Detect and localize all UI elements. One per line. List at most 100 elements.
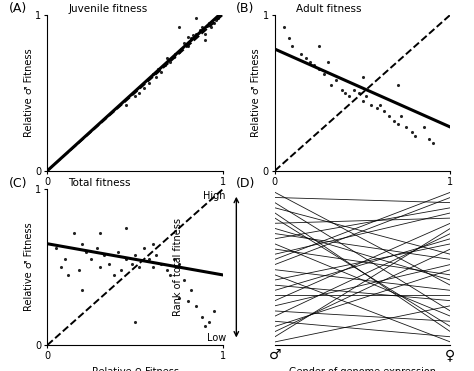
Point	[181, 40, 188, 46]
Point	[152, 74, 160, 80]
Point	[341, 90, 349, 96]
Point	[131, 252, 139, 257]
Point	[210, 308, 218, 314]
Point	[210, 20, 218, 26]
Point	[196, 27, 204, 33]
Point	[79, 241, 86, 247]
Point	[214, 15, 221, 21]
Point	[394, 82, 401, 88]
Point	[64, 272, 72, 278]
Point	[411, 134, 419, 139]
Point	[96, 230, 104, 236]
Point	[303, 56, 310, 62]
Point	[154, 66, 162, 72]
X-axis label: Gender of genome expression: Gender of genome expression	[289, 367, 436, 371]
Point	[75, 267, 83, 273]
Point	[315, 66, 322, 72]
Point	[187, 35, 195, 41]
Point	[79, 288, 86, 293]
Point	[205, 20, 212, 26]
Point	[163, 267, 171, 273]
Point	[350, 87, 357, 93]
Text: (B): (B)	[237, 2, 255, 15]
Point	[87, 256, 95, 262]
Point	[163, 56, 171, 62]
Point	[426, 137, 433, 142]
Point	[207, 24, 214, 30]
Point	[297, 51, 305, 57]
Point	[192, 15, 200, 21]
Point	[117, 267, 125, 273]
Point	[367, 102, 375, 108]
Point	[172, 51, 179, 57]
Point	[157, 69, 165, 75]
Point	[289, 43, 296, 49]
Point	[192, 30, 200, 36]
Point	[166, 272, 174, 278]
Point	[131, 319, 139, 325]
Point	[149, 241, 156, 247]
Point	[58, 264, 65, 270]
Point	[201, 37, 209, 43]
Text: (D): (D)	[237, 177, 255, 190]
X-axis label: Relative ♀ Fitness: Relative ♀ Fitness	[91, 367, 179, 371]
Point	[362, 93, 370, 99]
Point	[324, 59, 331, 65]
Point	[170, 256, 177, 262]
Point	[146, 256, 153, 262]
Point	[110, 272, 118, 278]
Point	[184, 34, 191, 40]
Point	[175, 49, 182, 55]
Text: Juvenile fitness: Juvenile fitness	[68, 4, 148, 14]
Point	[122, 225, 130, 231]
Point	[122, 102, 130, 108]
Point	[285, 35, 293, 41]
Point	[280, 24, 287, 30]
Point	[332, 77, 340, 83]
Text: (A): (A)	[9, 2, 27, 15]
Point	[161, 62, 169, 68]
Point	[70, 230, 78, 236]
Point	[96, 264, 104, 270]
Point	[397, 113, 405, 119]
Point	[420, 124, 428, 130]
Point	[122, 256, 130, 262]
Point	[149, 264, 156, 270]
Text: Total fitness: Total fitness	[68, 178, 131, 188]
Point	[310, 62, 317, 68]
Point	[187, 288, 195, 293]
Point	[203, 23, 211, 29]
Point	[315, 43, 322, 49]
Text: High: High	[203, 191, 226, 201]
Point	[402, 124, 410, 130]
Point	[391, 118, 398, 124]
Y-axis label: Rank of total fitness: Rank of total fitness	[0, 370, 1, 371]
X-axis label: Relative ♀ Fitness: Relative ♀ Fitness	[91, 193, 179, 203]
Point	[177, 46, 184, 52]
Point	[61, 256, 69, 262]
Point	[212, 17, 219, 23]
Point	[198, 24, 206, 30]
Point	[114, 249, 121, 255]
Point	[189, 32, 197, 38]
Text: Adult fitness: Adult fitness	[296, 4, 362, 14]
Point	[320, 71, 328, 77]
Point	[175, 261, 182, 267]
Point	[205, 319, 212, 325]
Point	[373, 105, 381, 111]
Point	[359, 74, 366, 80]
Point	[338, 87, 346, 93]
Point	[82, 249, 90, 255]
Point	[135, 90, 142, 96]
Point	[152, 252, 160, 257]
Point	[408, 129, 416, 135]
Point	[149, 71, 156, 77]
Point	[327, 82, 335, 88]
Point	[184, 43, 191, 49]
Point	[376, 102, 384, 108]
Text: (C): (C)	[9, 177, 27, 190]
Point	[157, 261, 165, 267]
Point	[216, 12, 223, 18]
Point	[380, 108, 387, 114]
Point	[175, 24, 182, 30]
